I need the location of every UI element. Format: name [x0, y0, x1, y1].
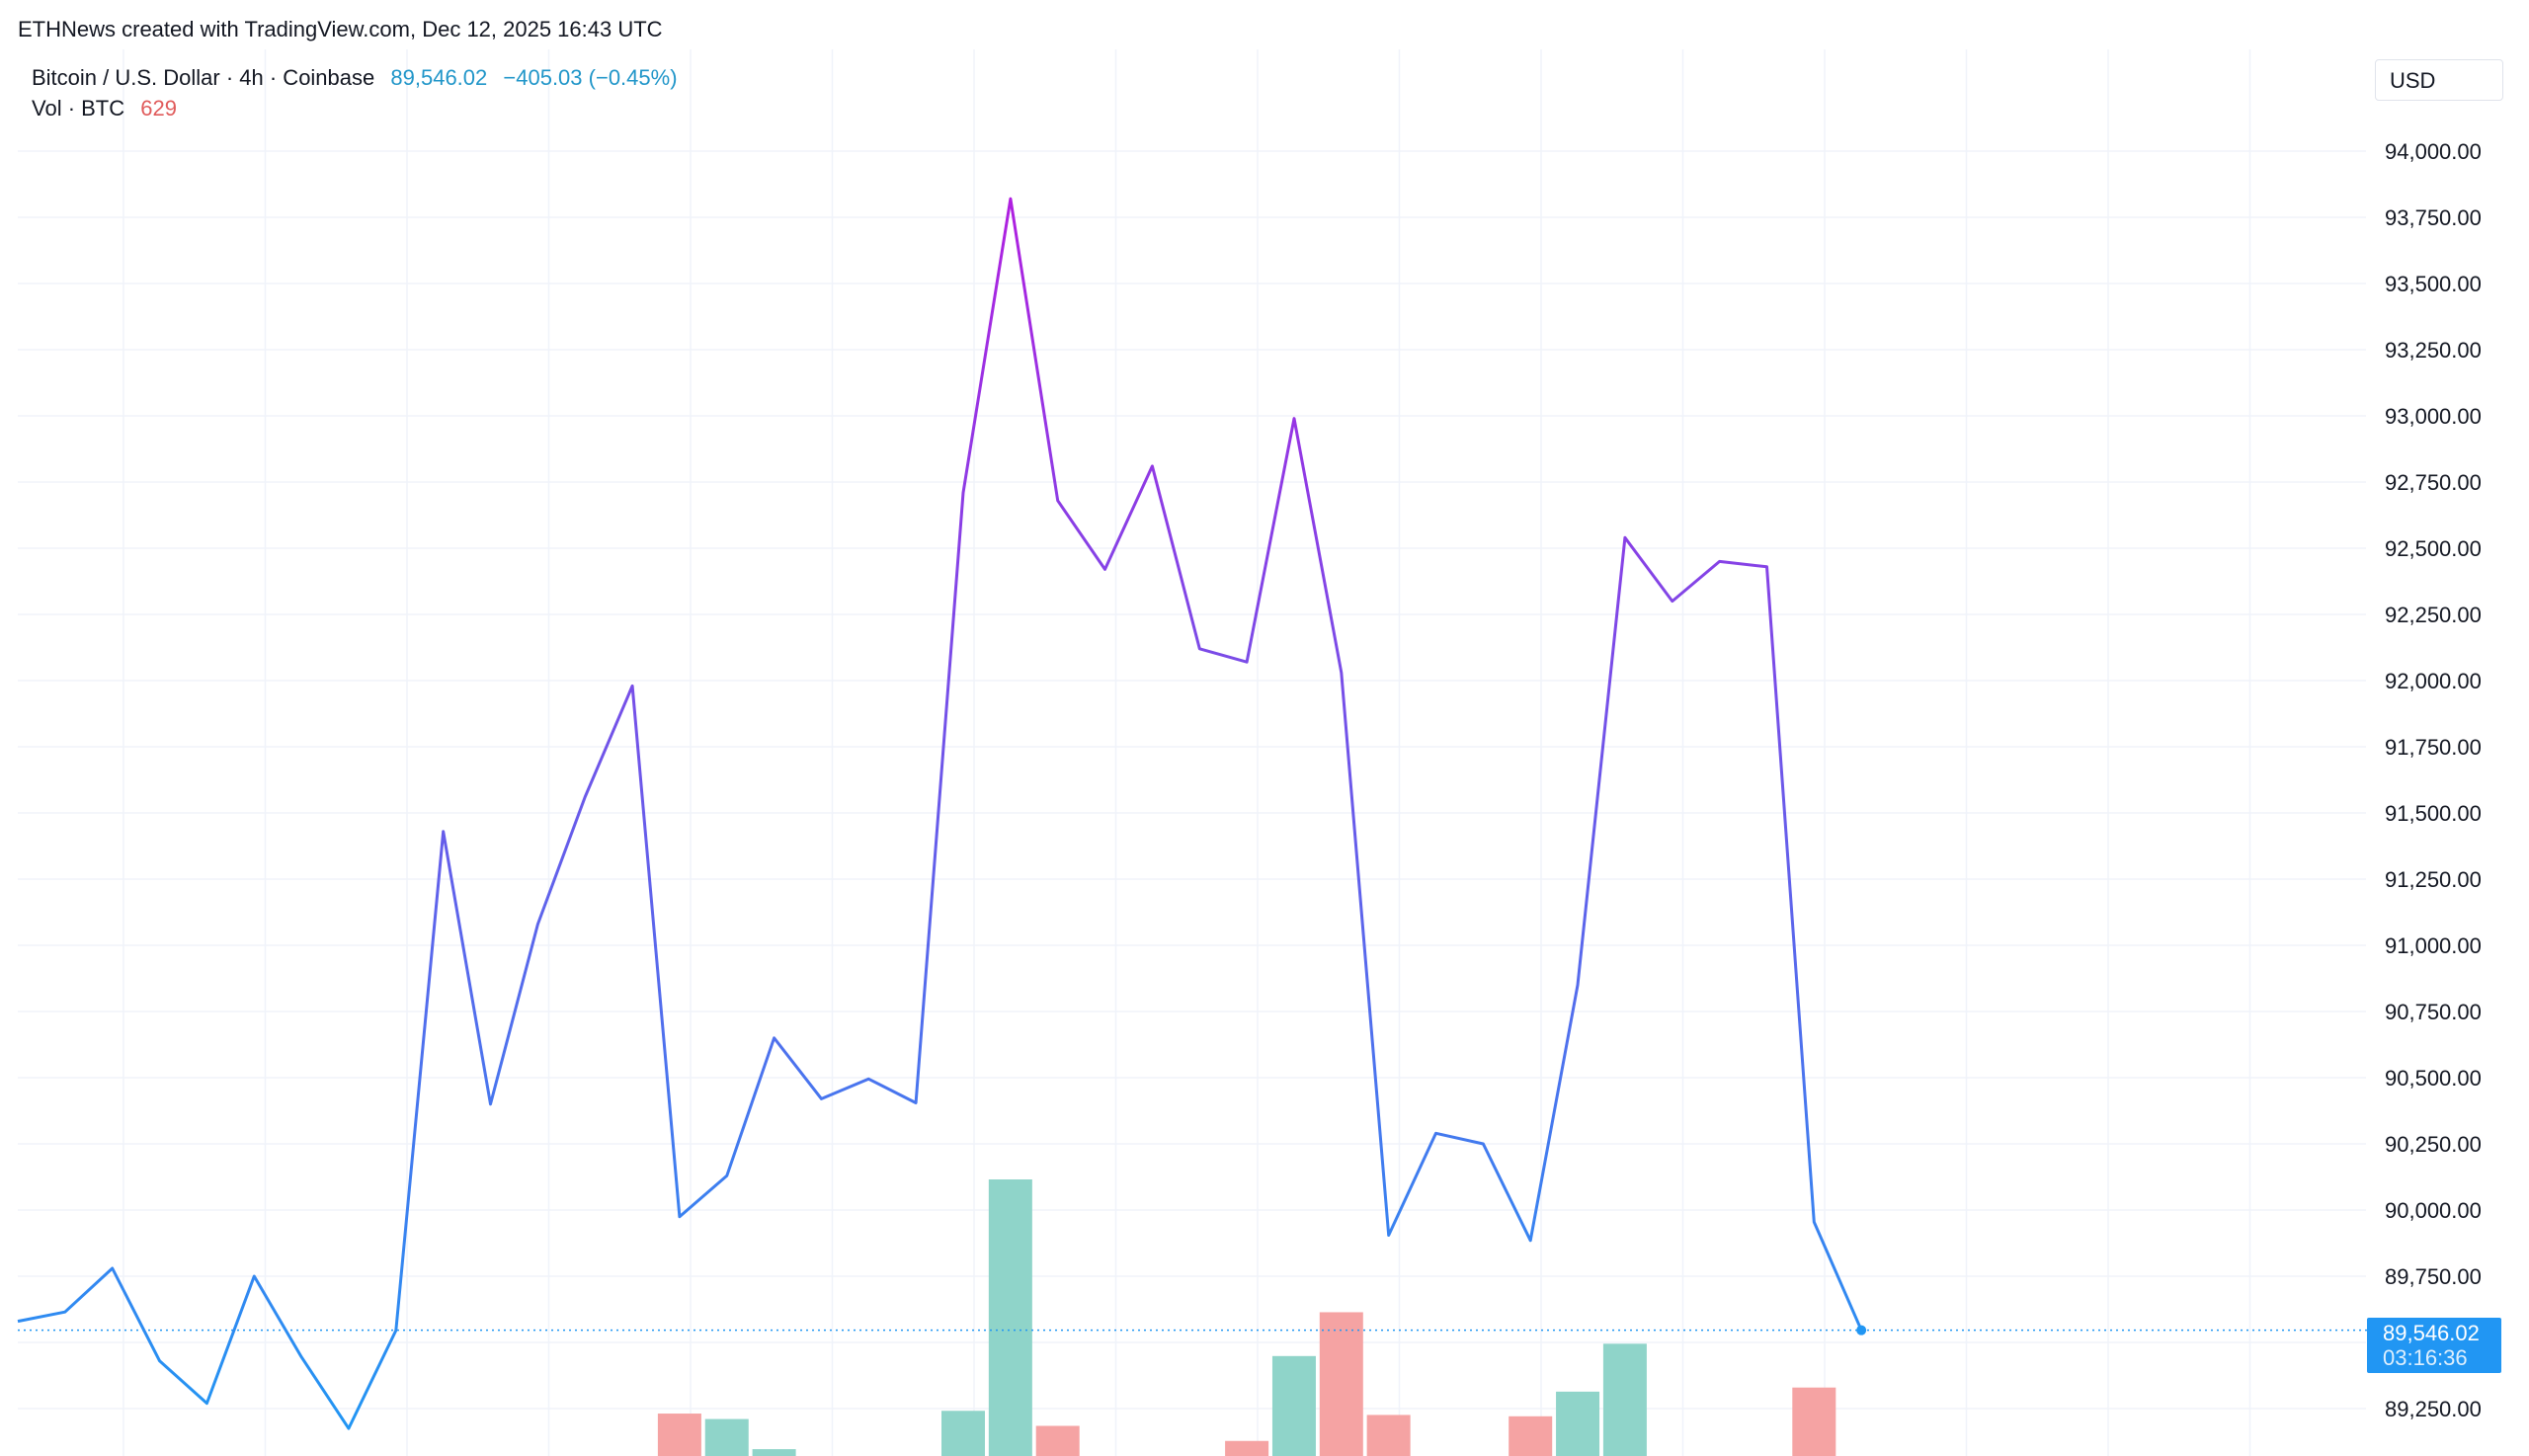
currency-button[interactable]: USD: [2375, 59, 2503, 101]
y-tick-label: 94,000.00: [2385, 139, 2482, 164]
volume-bar: [1271, 1355, 1316, 1456]
volume-bar: [941, 1411, 985, 1456]
price-axis[interactable]: 89,250.0089,500.0089,750.0090,000.0090,2…: [2385, 139, 2482, 1421]
volume-bar: [1602, 1343, 1647, 1456]
y-tick-label: 92,000.00: [2385, 669, 2482, 693]
y-tick-label: 90,250.00: [2385, 1132, 2482, 1157]
legend-volume-row: Vol · BTC 629: [32, 96, 187, 121]
y-tick-label: 90,750.00: [2385, 1000, 2482, 1024]
legend-symbol-row: Bitcoin / U.S. Dollar · 4h · Coinbase 89…: [32, 65, 688, 91]
y-tick-label: 89,750.00: [2385, 1264, 2482, 1289]
y-tick-label: 89,250.00: [2385, 1397, 2482, 1421]
legend-volume-value: 629: [140, 96, 177, 121]
volume-bar: [657, 1414, 701, 1456]
volume-bar: [1792, 1387, 1836, 1456]
volume-bar: [1319, 1312, 1363, 1456]
legend-volume-label: Vol · BTC: [32, 96, 125, 121]
volume-bar: [1366, 1415, 1411, 1456]
candle-countdown: 03:16:36: [2383, 1345, 2468, 1370]
volume-bar: [1556, 1391, 1600, 1456]
last-price-tag-value: 89,546.02: [2383, 1321, 2480, 1345]
y-tick-label: 93,750.00: [2385, 205, 2482, 230]
volume-bar: [1225, 1440, 1269, 1456]
y-tick-label: 91,000.00: [2385, 933, 2482, 958]
grid: [18, 49, 2366, 1456]
volume-bar: [1509, 1416, 1553, 1456]
y-tick-label: 93,500.00: [2385, 272, 2482, 296]
last-price-point: [1856, 1325, 1867, 1335]
y-tick-label: 92,250.00: [2385, 603, 2482, 627]
attribution-text: ETHNews created with TradingView.com, De…: [18, 17, 663, 41]
y-tick-label: 92,750.00: [2385, 470, 2482, 495]
volume-bar: [704, 1418, 749, 1456]
legend-change: −405.03 (−0.45%): [503, 65, 678, 90]
volume-bar: [752, 1449, 796, 1456]
y-tick-label: 91,750.00: [2385, 735, 2482, 760]
last-price-tag: 89,546.02 03:16:36: [2367, 1318, 2501, 1373]
legend-last-price: 89,546.02: [390, 65, 488, 90]
price-line: [17, 197, 1863, 1430]
y-tick-label: 91,250.00: [2385, 867, 2482, 892]
volume-bar: [1035, 1425, 1080, 1456]
legend-symbol: Bitcoin / U.S. Dollar · 4h · Coinbase: [32, 65, 375, 90]
y-tick-label: 93,000.00: [2385, 404, 2482, 429]
volume-bars: [657, 1179, 1836, 1456]
y-tick-label: 92,500.00: [2385, 536, 2482, 561]
volume-bar: [988, 1179, 1032, 1456]
y-tick-label: 90,000.00: [2385, 1198, 2482, 1223]
y-tick-label: 90,500.00: [2385, 1066, 2482, 1091]
y-tick-label: 93,250.00: [2385, 338, 2482, 363]
y-tick-label: 91,500.00: [2385, 801, 2482, 826]
